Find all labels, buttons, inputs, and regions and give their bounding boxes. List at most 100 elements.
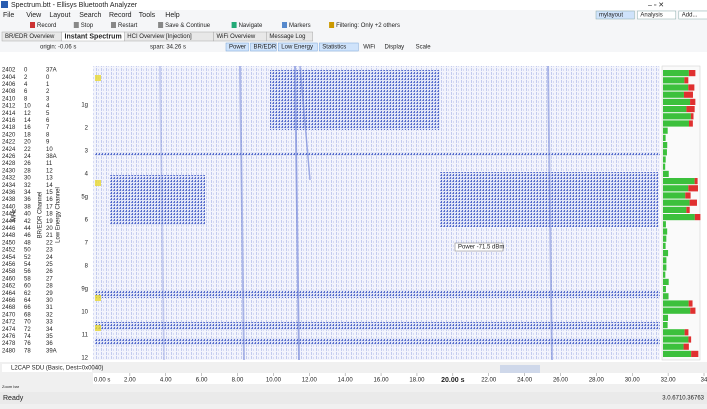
menu-item[interactable]: View	[26, 12, 42, 19]
layout-label[interactable]: mylayout	[599, 13, 623, 19]
tool-label[interactable]: Stop	[81, 23, 94, 29]
tab-label[interactable]: HCI Overview [Injection]	[127, 34, 192, 40]
axis-label: 6	[46, 118, 50, 124]
axis-label: 2442	[2, 212, 16, 218]
axis-label: 2436	[2, 190, 16, 196]
toggle-button[interactable]	[319, 42, 359, 52]
wifi-label: 1g	[81, 103, 88, 109]
tool-icon[interactable]	[282, 22, 287, 28]
tool-label[interactable]: Navigate	[239, 23, 263, 29]
axis-label: 5	[46, 111, 50, 117]
axis-label: 32	[24, 183, 31, 189]
stat-good	[663, 336, 689, 343]
axis-label: 2430	[2, 168, 16, 174]
stat-good	[663, 235, 667, 242]
stat-good	[663, 293, 669, 300]
menu-item[interactable]: Search	[79, 12, 101, 19]
axis-label: 10	[46, 147, 53, 153]
layout-button[interactable]	[637, 10, 677, 20]
stat-bad	[690, 113, 694, 120]
tool-label[interactable]: Restart	[118, 23, 138, 29]
toggle-label[interactable]: Statistics	[322, 45, 346, 51]
axis-label: 2408	[2, 89, 16, 95]
axis-label: 60	[24, 284, 31, 290]
tool-icon[interactable]	[158, 22, 164, 28]
stat-bad	[691, 350, 699, 357]
stat-good	[663, 134, 666, 141]
span[interactable]: span: 34.26 s	[150, 45, 186, 51]
axis-title: MHz	[12, 209, 18, 221]
axis-label: 13	[46, 176, 53, 182]
axis-label: 70	[24, 320, 31, 326]
tab-label[interactable]: BR/EDR Overview	[5, 34, 55, 40]
tool-icon[interactable]	[329, 22, 335, 28]
tab[interactable]	[266, 31, 313, 42]
tab-label[interactable]: Instant Spectrum	[65, 33, 122, 40]
menu-item[interactable]: Tools	[139, 12, 156, 19]
layout-label[interactable]: Add...	[682, 13, 698, 19]
stat-good	[663, 242, 666, 249]
axis-label: 2428	[2, 161, 16, 167]
axis-label: 2462	[2, 284, 16, 290]
time-tick-label: 22.00	[481, 378, 497, 384]
tool-icon[interactable]	[30, 22, 35, 28]
tool-icon[interactable]	[231, 22, 237, 28]
menu-item[interactable]: Help	[165, 12, 180, 19]
toggle-label[interactable]: BR/EDR	[254, 45, 277, 51]
toggle-button[interactable]	[381, 43, 411, 51]
tool-icon[interactable]	[73, 22, 79, 28]
axis-label: 31	[46, 305, 53, 311]
menu-item[interactable]: Record	[109, 12, 132, 19]
stat-good	[663, 343, 684, 350]
marker	[95, 295, 101, 301]
tool-label[interactable]: Record	[37, 23, 56, 29]
layout-button[interactable]	[678, 10, 707, 20]
toggle-button[interactable]	[412, 43, 436, 51]
toggle-label[interactable]: Power	[229, 45, 246, 51]
tab-label[interactable]: WiFi Overview	[217, 34, 256, 40]
tab-label[interactable]: Message Log	[269, 34, 305, 40]
axis-label: 2444	[2, 219, 16, 225]
axis-label: 2406	[2, 82, 16, 88]
menu-item[interactable]: Layout	[49, 12, 70, 19]
tool-label[interactable]: Filtering: Only +2 others	[336, 23, 400, 29]
stat-good	[663, 264, 667, 271]
tool-icon[interactable]	[111, 22, 116, 28]
origin[interactable]: origin: -0.06 s	[40, 45, 76, 51]
toggle-button[interactable]	[250, 42, 277, 52]
menu-item[interactable]: File	[3, 12, 14, 19]
layout-button[interactable]	[595, 10, 635, 20]
wifi-label: 5g	[81, 195, 88, 201]
interference-line	[239, 65, 245, 361]
toggle-label[interactable]: WiFi	[363, 45, 375, 51]
stat-bad	[686, 106, 695, 113]
time-tick-label: 32.00	[661, 378, 677, 384]
window-controls[interactable]: – ▫ ✕	[648, 2, 664, 9]
axis-label: 2426	[2, 154, 16, 160]
tool-label[interactable]: Markers	[289, 23, 311, 29]
toggle-label[interactable]: Scale	[416, 45, 432, 51]
toggle-button[interactable]	[360, 43, 380, 51]
axis-label: 2472	[2, 320, 16, 326]
axis-label: 23	[46, 248, 53, 254]
toggle-label[interactable]: Low Energy	[281, 45, 313, 51]
axis-label: 2438	[2, 197, 16, 203]
stat-good	[663, 170, 669, 177]
time-tick-label: 10.00	[266, 378, 282, 384]
time-tick-label: 6.00	[196, 378, 208, 384]
axis-label: 44	[24, 226, 31, 232]
time-tick-label: 2.00	[124, 378, 136, 384]
toggle-button[interactable]	[278, 42, 318, 52]
layout-label[interactable]: Analysis	[640, 13, 662, 19]
scroll-thumb[interactable]	[500, 365, 540, 373]
stat-good	[663, 156, 666, 163]
axis-label: 1	[46, 82, 50, 88]
tool-label[interactable]: Save & Continue	[165, 23, 211, 29]
toggle-label[interactable]: Display	[385, 45, 405, 51]
wifi-label: 2	[85, 126, 89, 132]
toggle-button[interactable]	[225, 42, 249, 52]
stat-bad	[686, 206, 690, 213]
axis-label: 50	[24, 248, 31, 254]
axis-label: 30	[46, 298, 53, 304]
